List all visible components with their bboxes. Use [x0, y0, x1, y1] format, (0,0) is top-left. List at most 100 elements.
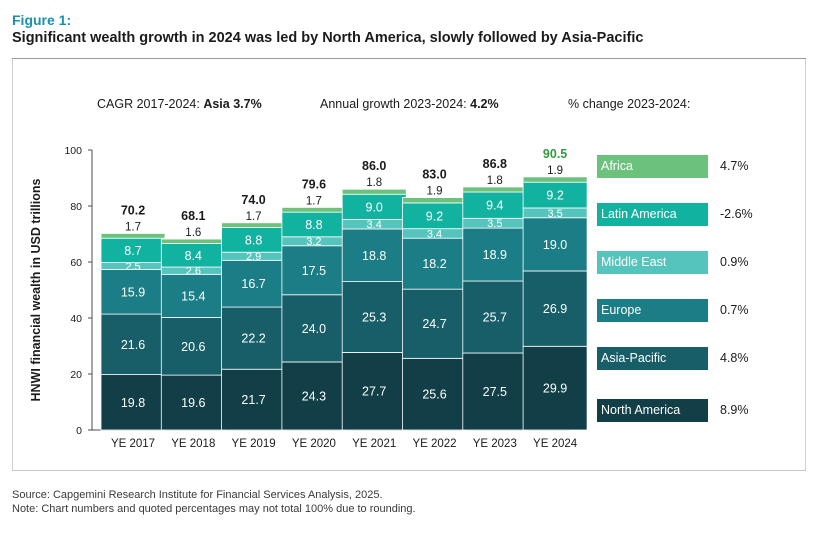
bar-europe	[160, 273, 226, 318]
bar-latin-america	[221, 227, 287, 253]
bar-europe	[402, 237, 467, 290]
title-divider	[12, 58, 806, 59]
value-label-europe: 16.7	[241, 277, 265, 291]
pct-change-header: % change 2023-2024:	[568, 97, 691, 111]
legend-pct-change: 4.7%	[720, 159, 749, 173]
value-label-asia-pacific: 20.6	[181, 340, 205, 354]
y-tick-label: 20	[70, 369, 82, 381]
bar-africa	[341, 188, 407, 195]
legend-pct-change: 4.8%	[720, 351, 749, 365]
value-label-asia-pacific: 25.7	[483, 311, 507, 325]
source-text: Source: Capgemini Research Institute for…	[12, 489, 383, 501]
annual-growth-header: Annual growth 2023-2024: 4.2%	[320, 97, 499, 111]
value-label-latin-america: 8.7	[124, 244, 141, 258]
value-label-africa: 1.8	[487, 175, 503, 187]
value-label-middle-east: 3.2	[306, 236, 321, 248]
value-label-asia-pacific: 24.0	[302, 322, 326, 336]
total-label: 79.6	[302, 177, 326, 191]
bar-latin-america	[281, 211, 347, 238]
bar-latin-america	[462, 191, 528, 219]
x-tick-label: YE 2020	[292, 438, 336, 450]
value-label-north-america: 27.7	[362, 385, 386, 399]
legend-pct-change: 8.9%	[720, 403, 749, 417]
bar-africa	[100, 233, 166, 239]
value-label-middle-east: 2.6	[186, 266, 201, 278]
y-tick-label: 80	[70, 201, 82, 213]
figure-label: Figure 1:	[12, 12, 72, 28]
bar-north-america	[341, 352, 407, 431]
note-text: Note: Chart numbers and quoted percentag…	[12, 503, 416, 515]
bar-africa	[281, 206, 347, 213]
bar-europe	[462, 227, 528, 282]
value-label-asia-pacific: 24.7	[422, 317, 446, 331]
bar-north-america	[402, 357, 467, 431]
bar-asia-pacific	[281, 294, 347, 363]
legend-item-asia-pacific: Asia-Pacific	[597, 347, 708, 370]
value-label-asia-pacific: 26.9	[543, 302, 567, 316]
legend-pct-change: 0.7%	[720, 303, 749, 317]
y-tick-label: 60	[70, 257, 82, 269]
legend-item-africa: Africa	[597, 155, 708, 178]
value-label-north-america: 29.9	[543, 382, 567, 396]
value-label-north-america: 24.3	[302, 389, 326, 403]
frame-right-border	[805, 58, 806, 470]
frame-left-border	[12, 58, 13, 470]
total-label: 83.0	[422, 168, 446, 182]
value-label-africa: 1.7	[125, 221, 141, 233]
bar-europe	[522, 217, 588, 272]
legend-pct-change: -2.6%	[720, 207, 753, 221]
figure-title: Significant wealth growth in 2024 was le…	[12, 30, 644, 46]
value-label-europe: 15.4	[181, 289, 205, 303]
legend-item-latin-america: Latin America	[597, 203, 708, 226]
value-label-middle-east: 2.5	[125, 261, 140, 273]
value-label-asia-pacific: 22.2	[241, 332, 265, 346]
value-label-latin-america: 9.0	[366, 200, 383, 214]
source-note: Source: Capgemini Research Institute for…	[12, 488, 416, 516]
total-label: 90.5	[543, 147, 567, 161]
value-label-north-america: 21.7	[241, 393, 265, 407]
value-label-latin-america: 8.8	[245, 233, 262, 247]
y-tick-label: 0	[76, 425, 82, 437]
value-label-africa: 1.7	[306, 195, 322, 207]
bar-north-america	[281, 361, 347, 431]
value-label-middle-east: 3.5	[487, 218, 502, 230]
value-label-middle-east: 3.4	[427, 228, 442, 240]
cagr-header: CAGR 2017-2024: Asia 3.7%	[97, 97, 262, 111]
value-label-asia-pacific: 25.3	[362, 311, 386, 325]
value-label-europe: 19.0	[543, 238, 567, 252]
value-label-north-america: 19.8	[121, 396, 145, 410]
total-label: 74.0	[241, 193, 265, 207]
bar-north-america	[100, 374, 166, 431]
bar-europe	[100, 269, 166, 315]
value-label-latin-america: 9.2	[426, 209, 443, 223]
value-label-latin-america: 9.4	[486, 199, 503, 213]
cagr-label: CAGR 2017-2024:	[97, 97, 204, 111]
bar-africa	[160, 238, 226, 244]
bar-north-america	[221, 368, 287, 431]
legend-item-middle-east: Middle East	[597, 251, 708, 274]
total-label: 68.1	[181, 209, 205, 223]
value-label-africa: 1.9	[547, 165, 563, 177]
value-label-africa: 1.8	[366, 177, 382, 189]
bar-asia-pacific	[100, 313, 166, 375]
value-label-europe: 18.2	[422, 257, 446, 271]
total-label: 70.2	[121, 203, 145, 217]
bar-asia-pacific	[522, 270, 588, 347]
x-tick-label: YE 2018	[171, 438, 215, 450]
value-label-europe: 15.9	[121, 285, 145, 299]
value-label-north-america: 25.6	[422, 388, 446, 402]
bar-africa	[462, 186, 528, 193]
value-label-north-america: 27.5	[483, 385, 507, 399]
bar-asia-pacific	[341, 281, 407, 353]
legend-item-north-america: North America	[597, 399, 708, 422]
bar-europe	[341, 228, 407, 283]
value-label-middle-east: 3.5	[547, 208, 562, 220]
value-label-europe: 18.8	[362, 249, 386, 263]
bar-latin-america	[522, 181, 588, 209]
bar-north-america	[160, 374, 226, 431]
legend-pct-change: 0.9%	[720, 255, 749, 269]
x-tick-label: YE 2022	[412, 438, 456, 450]
value-label-latin-america: 8.8	[305, 218, 322, 232]
cagr-value: Asia 3.7%	[203, 97, 262, 111]
